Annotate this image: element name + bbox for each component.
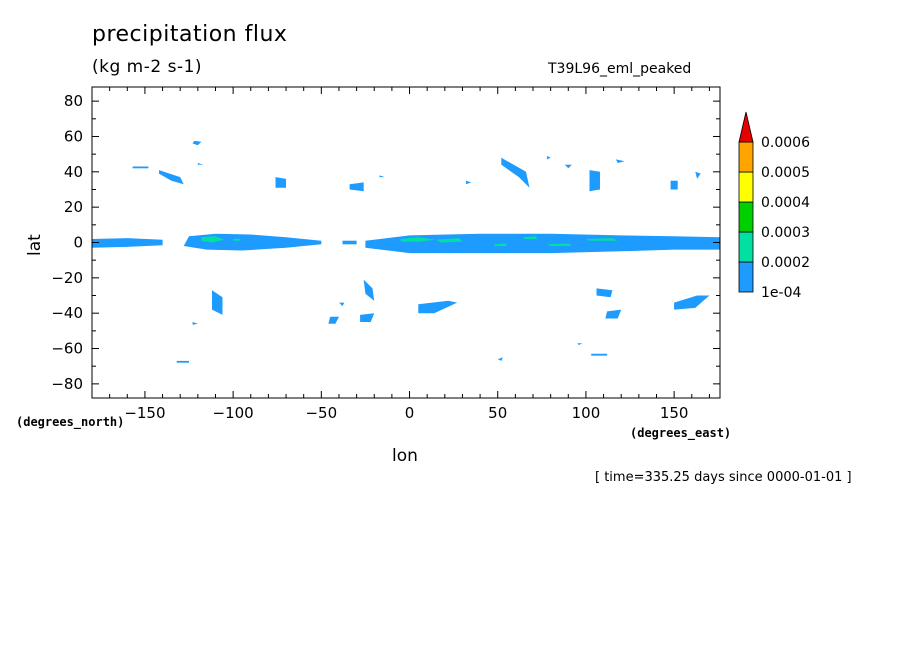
precip-region: [233, 238, 241, 241]
x-tick-label: −150: [124, 404, 165, 422]
precip-region: [605, 309, 622, 319]
colorbar-swatch: [738, 261, 754, 293]
precip-region: [379, 175, 385, 178]
x-tick-label: 0: [405, 404, 415, 422]
precip-region: [363, 279, 375, 301]
run-label: T39L96_eml_peaked: [548, 61, 692, 77]
x-axis-label: lon: [392, 446, 418, 466]
colorbar-label: 0.0005: [761, 165, 810, 181]
precip-region: [596, 288, 613, 298]
precip-region: [589, 170, 600, 192]
precip-region: [466, 180, 472, 185]
x-tick-label: −50: [305, 404, 337, 422]
colorbar-swatch: [738, 201, 754, 233]
colorbar-label: 0.0006: [761, 135, 810, 151]
precip-region: [349, 182, 364, 192]
y-tick-label: 80: [64, 92, 83, 110]
precip-region: [360, 313, 375, 322]
precip-region: [132, 166, 149, 169]
colorbar-label: 1e-04: [761, 285, 801, 301]
y-tick-label: 20: [64, 198, 83, 216]
chart-title: precipitation flux: [92, 22, 288, 47]
precip-region: [328, 316, 339, 324]
x-tick-label: 100: [572, 404, 601, 422]
units-label: (kg m-2 s-1): [92, 57, 203, 77]
precip-region: [92, 238, 163, 248]
precip-region: [670, 180, 678, 190]
time-stamp: [ time=335.25 days since 0000-01-01 ]: [595, 470, 852, 485]
precip-region: [674, 295, 710, 310]
x-tick-label: 150: [660, 404, 689, 422]
x-tick-label: 50: [488, 404, 507, 422]
precip-region: [591, 353, 608, 356]
colorbar-label: 0.0003: [761, 225, 810, 241]
precip-region: [192, 140, 202, 146]
precip-region: [695, 171, 701, 179]
y-tick-label: 60: [64, 127, 83, 145]
y-tick-label: −40: [51, 304, 83, 322]
precip-region: [159, 170, 184, 185]
precip-region: [365, 233, 720, 254]
precip-region: [494, 243, 507, 246]
precip-region: [212, 290, 223, 315]
precip-region: [400, 237, 436, 242]
x-units-label: (degrees_east): [630, 426, 732, 440]
precip-region: [197, 163, 204, 165]
precip-region: [339, 302, 345, 307]
axis-ticks: −150 −100 −50 0 50 100 150 80 60 40 20 0 −20 −40 −60 −8…: [51, 87, 720, 422]
colorbar: 1e-04 0.0002 0.0003 0.0004 0.0005 0.0006: [738, 111, 810, 301]
colorbar-swatch: [738, 141, 754, 173]
colorbar-swatch: [738, 231, 754, 263]
x-tick-label: −100: [213, 404, 254, 422]
precip-region: [524, 236, 537, 239]
colorbar-label: 0.0002: [761, 255, 810, 271]
precip-region: [418, 300, 458, 314]
colorbar-arrow: [738, 111, 754, 143]
precip-region: [547, 243, 572, 246]
y-tick-label: 40: [64, 163, 83, 181]
precip-region: [615, 159, 625, 163]
y-tick-label: 0: [73, 234, 83, 252]
precip-regions: [92, 140, 720, 363]
precip-region: [497, 357, 503, 361]
y-tick-label: −20: [51, 269, 83, 287]
precip-region: [176, 360, 189, 363]
y-units-label: (degrees_north): [16, 415, 125, 429]
precip-region: [436, 238, 463, 243]
precip-region: [501, 157, 530, 188]
y-tick-label: −80: [51, 375, 83, 393]
y-tick-label: −60: [51, 340, 83, 358]
precip-region: [577, 343, 583, 345]
colorbar-label: 0.0004: [761, 195, 810, 211]
precip-region: [564, 164, 572, 169]
precip-region: [585, 238, 618, 241]
precip-region: [192, 322, 198, 325]
precip-region: [342, 240, 357, 245]
precip-region: [183, 233, 322, 251]
precip-region: [275, 177, 286, 188]
precip-region: [201, 236, 225, 243]
colorbar-swatch: [738, 171, 754, 203]
precip-region: [547, 155, 551, 160]
